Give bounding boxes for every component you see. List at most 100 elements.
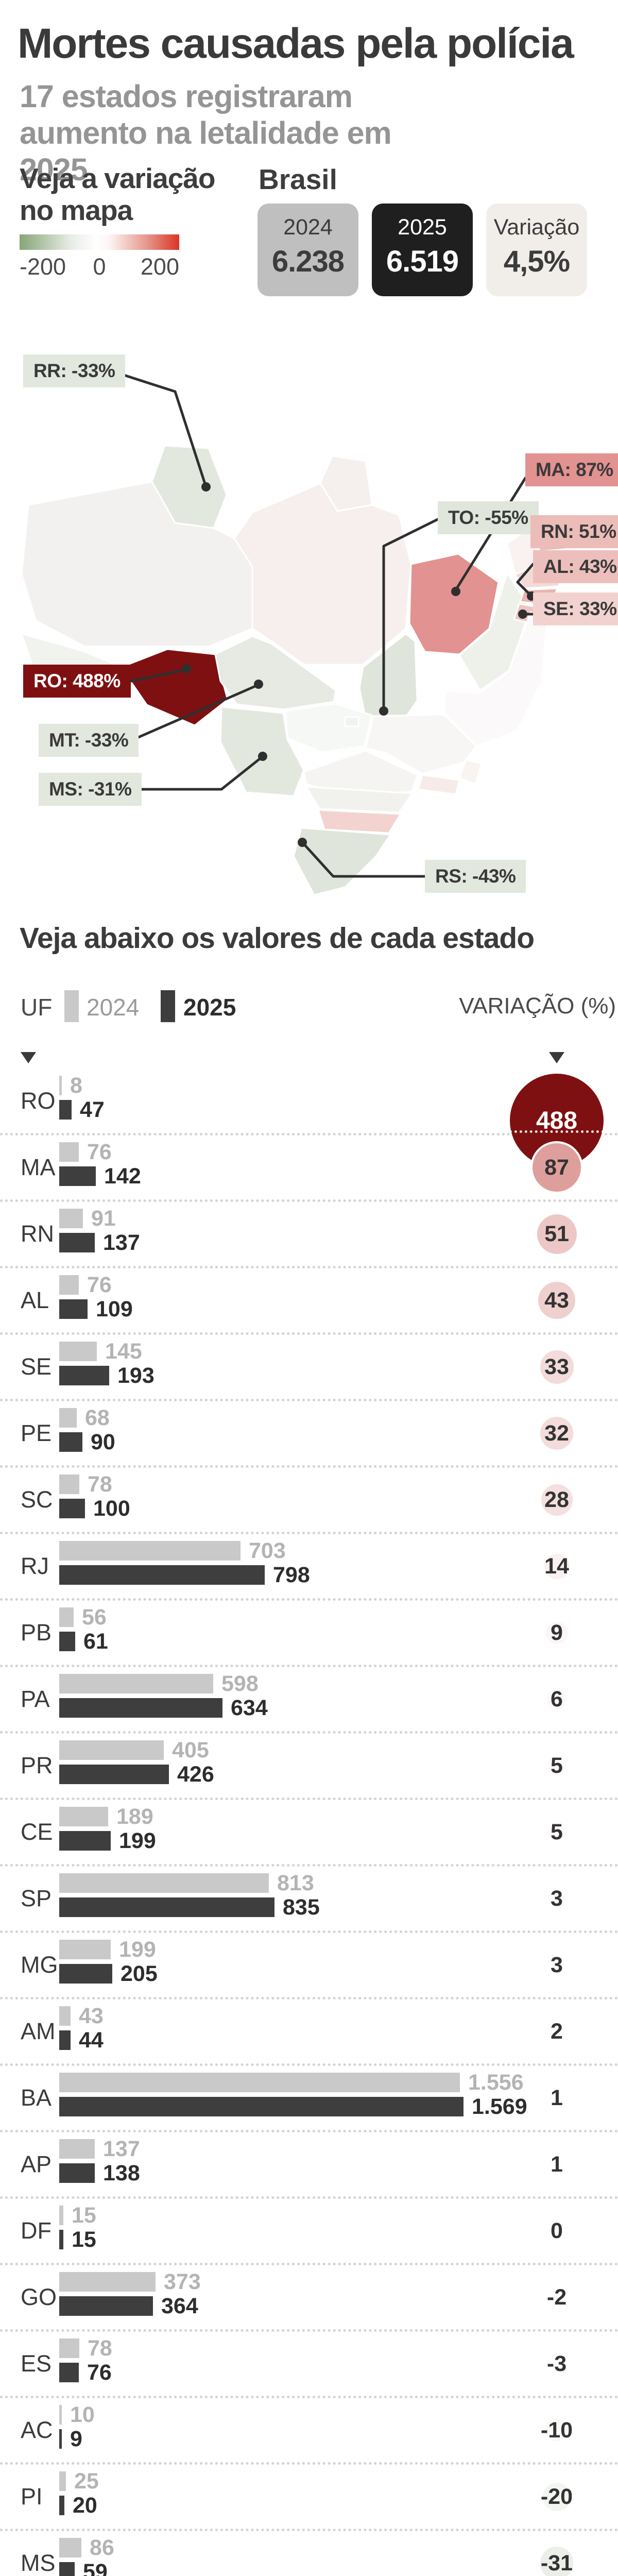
bar-2025 (59, 1698, 222, 1718)
row-uf-label: ES (21, 2350, 52, 2377)
state-RJ-shape (417, 774, 460, 795)
variation-circle-PB: 9 (543, 1619, 570, 1646)
state-GO-shape (285, 703, 373, 753)
bar-2025 (59, 2363, 79, 2382)
scale-tick-max: 200 (140, 253, 179, 280)
chart-row-RO: RO 8 47 488 (0, 1069, 618, 1170)
bar-2025-value: 142 (104, 1163, 141, 1189)
bar-2024-value: 8 (70, 1073, 82, 1098)
bar-2025 (59, 2562, 75, 2576)
chart-row-MS: MS 86 59 -31 (0, 2531, 618, 2576)
bar-2024 (59, 1607, 74, 1627)
bar-2025 (59, 1166, 96, 1186)
callout-dot-MA (451, 587, 460, 596)
row-uf-label: AC (21, 2417, 53, 2443)
card-label: Variação (493, 215, 580, 240)
uf-column-arrow-icon (21, 1052, 36, 1063)
variation-circle-MG: 3 (546, 1953, 567, 1977)
state-ES-shape (458, 759, 483, 785)
row-uf-label: AP (21, 2151, 52, 2177)
bar-2025 (59, 1897, 274, 1917)
bar-2025-value: 44 (79, 2027, 104, 2053)
legend-label-2025: 2025 (183, 994, 236, 1021)
bar-2025-value: 76 (87, 2360, 112, 2385)
bar-2024 (59, 2471, 66, 2491)
bar-2024-value: 137 (103, 2136, 140, 2161)
map-callout-SE: SE: 33% (533, 592, 618, 625)
bar-2025-value: 61 (83, 1629, 108, 1654)
bar-2025-value: 100 (93, 1496, 130, 1521)
bar-2025-value: 1.569 (472, 2094, 527, 2119)
bar-2024-value: 145 (105, 1338, 142, 1364)
variation-circle-MA: 87 (530, 1141, 583, 1194)
map-callout-MA: MA: 87% (525, 453, 618, 486)
bar-2024-value: 68 (85, 1405, 110, 1430)
bar-2024-value: 405 (172, 1737, 209, 1762)
brasil-card-variacao: Variação 4,5% (486, 204, 587, 296)
variation-circle-CE: 5 (545, 1820, 568, 1844)
legend-swatch-2025 (161, 990, 175, 1022)
bar-2025-value: 59 (83, 2559, 108, 2576)
bar-2025 (59, 1233, 95, 1252)
chart-row-SP: SP 813 835 3 (0, 1867, 618, 1933)
chart-row-RJ: RJ 703 798 14 (0, 1534, 618, 1601)
variation-circle-MS: -31 (538, 2545, 575, 2576)
row-uf-label: MS (21, 2550, 56, 2576)
state-MG-shape (365, 714, 477, 775)
row-uf-label: PI (21, 2483, 43, 2510)
bar-2024-value: 25 (74, 2468, 99, 2494)
variation-circle-GO: -2 (546, 2284, 567, 2310)
bar-2025-value: 634 (231, 1695, 268, 1720)
row-uf-label: PE (21, 1420, 52, 1446)
state-MA-shape (408, 553, 500, 655)
variation-circle-AL: 43 (536, 1280, 577, 1321)
variation-circle-AP: 1 (548, 2152, 565, 2177)
row-uf-label: AM (21, 2018, 56, 2044)
chart-header: UF 2024 2025 VARIAÇÃO (%) (0, 979, 618, 1069)
bar-2025 (59, 1831, 111, 1851)
callout-line-TO (382, 518, 439, 713)
scale-tick-min: -200 (20, 253, 66, 280)
variation-circle-RN: 51 (535, 1212, 579, 1256)
bar-2025 (59, 2429, 62, 2449)
bar-2025 (59, 1299, 88, 1319)
row-uf-label: AL (21, 1287, 49, 1313)
bar-2024 (59, 1807, 108, 1826)
bar-2025-value: 835 (283, 1894, 320, 1920)
callout-line-MT (130, 684, 259, 742)
bar-2025-value: 137 (103, 1230, 140, 1255)
callout-dot-RS (298, 838, 307, 847)
brazil-map (21, 371, 566, 896)
brasil-label: Brasil (259, 163, 337, 195)
map-callout-TO: TO: -55% (438, 501, 539, 534)
callout-dot-MS (258, 752, 267, 761)
brasil-card-2025: 2025 6.519 (372, 204, 473, 296)
chart-row-PB: PB 56 61 9 (0, 1601, 618, 1667)
bar-2025-value: 47 (80, 1097, 105, 1122)
row-uf-label: CE (21, 1819, 53, 1845)
chart-section-title: Veja abaixo os valores de cada estado (20, 922, 535, 955)
chart-row-PE: PE 68 90 32 (0, 1401, 618, 1468)
bar-2025-value: 138 (103, 2160, 140, 2185)
map-callout-RR: RR: -33% (23, 354, 126, 387)
bar-2025-value: 193 (117, 1363, 154, 1388)
bar-2024 (59, 1475, 79, 1494)
bar-2025 (59, 2097, 464, 2116)
color-scale-bar (20, 234, 179, 250)
chart-row-AC: AC 10 9 -10 (0, 2398, 618, 2465)
bar-2024 (59, 1408, 77, 1428)
state-SC-shape (317, 809, 402, 834)
callout-line-RS (301, 841, 426, 878)
bar-2024-value: 76 (87, 1272, 112, 1297)
chart-row-MG: MG 199 205 3 (0, 1933, 618, 1999)
bar-2024-value: 813 (277, 1870, 314, 1895)
bar-2025 (59, 1632, 75, 1651)
bar-2024-value: 199 (119, 1937, 156, 1962)
bar-2024 (59, 1076, 62, 1095)
bar-2024 (59, 1142, 79, 1162)
row-uf-label: BA (21, 2084, 52, 2111)
bar-2024 (59, 1674, 213, 1693)
callout-line-AL (516, 563, 535, 597)
chart-row-ES: ES 78 76 -3 (0, 2332, 618, 2398)
bar-2025 (59, 2163, 95, 2183)
